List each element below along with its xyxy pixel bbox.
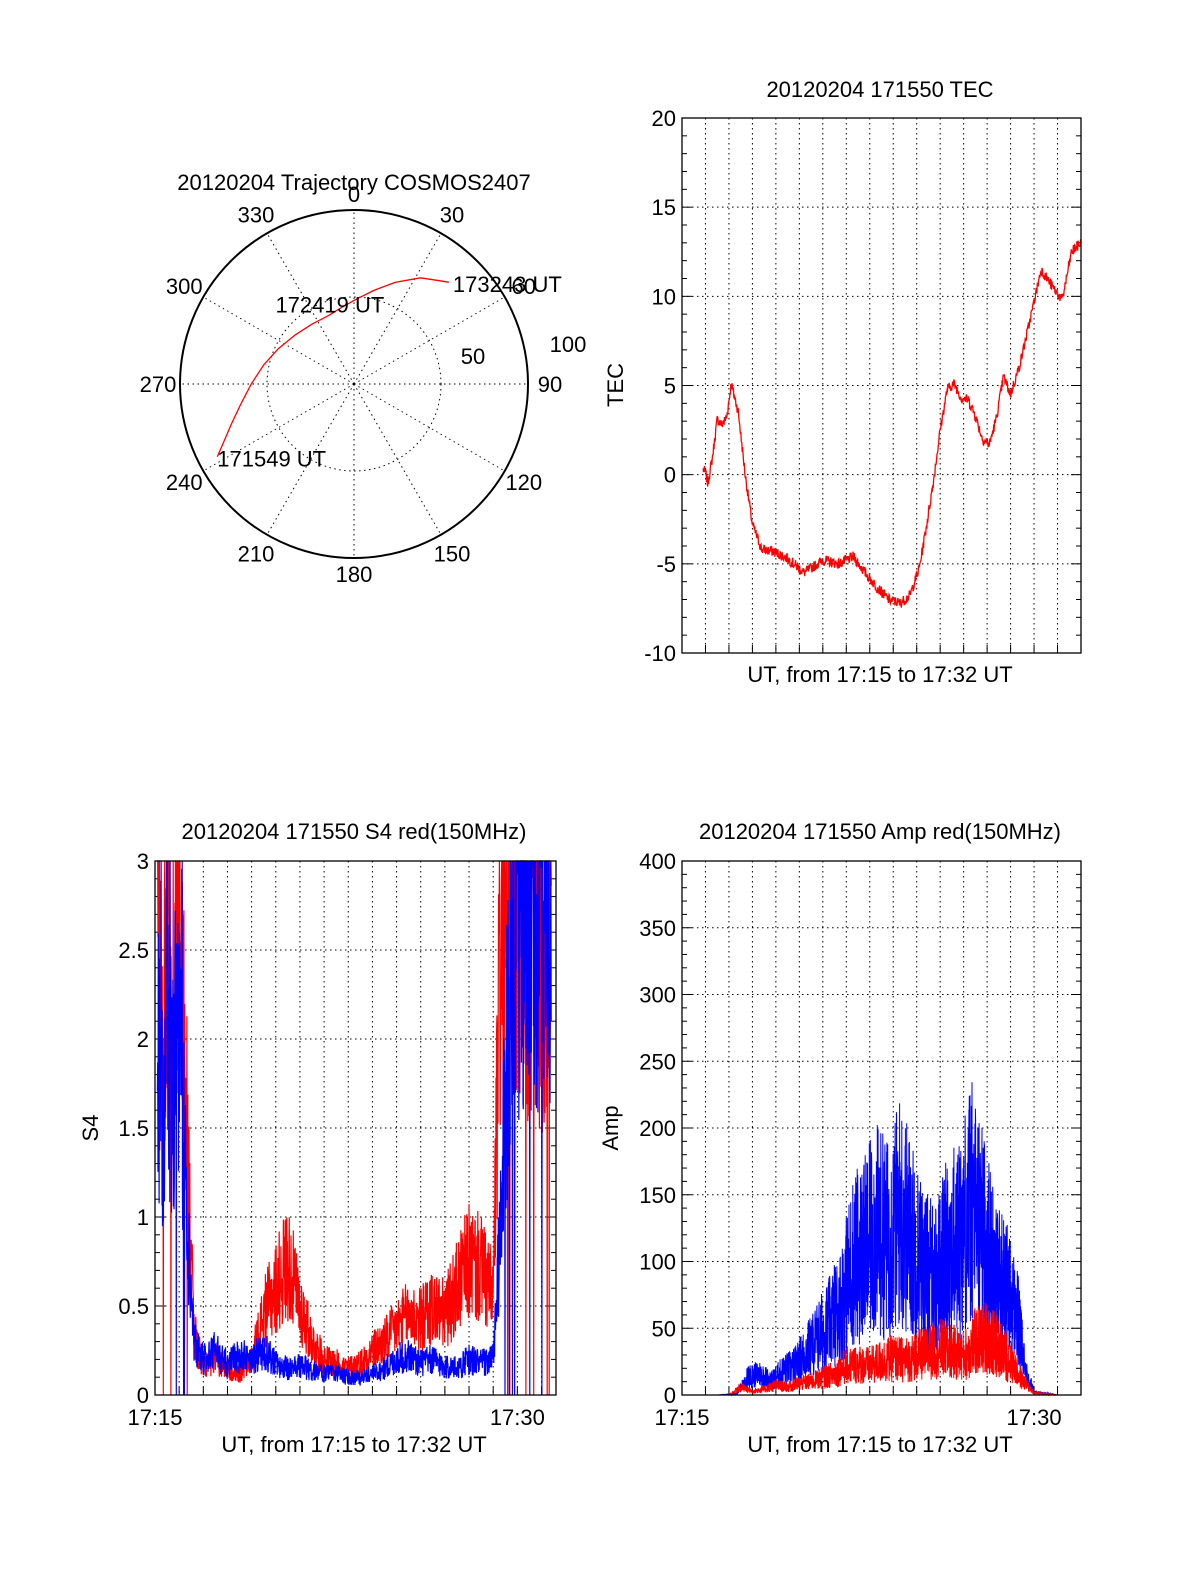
trajectory-title: 20120204 Trajectory COSMOS2407 [177, 170, 530, 195]
amp-x-label: UT, from 17:15 to 17:32 UT [747, 1432, 1012, 1457]
trajectory-annotations: 173243 UT 172419 UT 171549 UT [217, 272, 562, 472]
s4-x-tick-labels: 17:15 17:30 [127, 1405, 544, 1430]
tec-x-label: UT, from 17:15 to 17:32 UT [747, 662, 1012, 687]
polar-azimuth-label: 270 [140, 372, 177, 397]
amp-red-series [682, 1302, 1081, 1397]
polar-azimuth-label: 210 [238, 542, 275, 567]
amp-title: 20120204 171550 Amp red(150MHz) [699, 819, 1061, 844]
s4-y-tick-labels: 0 0.5 1 1.5 2 2.5 3 [118, 849, 149, 1408]
y-tick-label: 0 [664, 1383, 676, 1408]
y-tick-label: 20 [652, 106, 676, 131]
polar-spoke [203, 383, 355, 472]
y-tick-label: 150 [639, 1183, 676, 1208]
amp-x-tick-labels: 17:15 17:30 [654, 1405, 1061, 1430]
trajectory-time-label: 173243 UT [453, 272, 562, 297]
polar-azimuth-label: 150 [434, 542, 471, 567]
polar-azimuth-label: 30 [440, 202, 464, 227]
amp-frame [681, 860, 1082, 1396]
polar-azimuth-label: 90 [538, 372, 562, 397]
tec-series [702, 239, 1082, 608]
s4-frame [154, 860, 557, 1396]
trajectory-time-label: 172419 UT [275, 293, 384, 318]
y-tick-label: 2 [137, 1027, 149, 1052]
y-tick-label: 300 [639, 983, 676, 1008]
polar-azimuth-label: 300 [166, 274, 203, 299]
y-tick-label: 1.5 [118, 1116, 149, 1141]
amp-panel: 20120204 171550 Amp red(150MHz) 0 50 100 15… [598, 819, 1082, 1457]
polar-azimuth-label: 60 [511, 274, 535, 299]
tec-y-label: TEC [603, 363, 628, 407]
polar-azimuth-label: 120 [505, 470, 542, 495]
trajectory-panel: 20120204 Trajectory COSMOS2407 0 30 60 90 12… [140, 170, 587, 587]
y-tick-label: -5 [656, 552, 676, 577]
polar-spoke [353, 296, 505, 385]
polar-spoke [353, 233, 442, 385]
y-tick-label: -10 [644, 641, 676, 666]
polar-azimuth-label: 330 [238, 202, 275, 227]
x-tick-label: 17:30 [490, 1405, 545, 1430]
tec-panel: 20120204 171550 TEC -10 -5 0 5 10 15 20 TEC UT… [603, 77, 1082, 687]
polar-ring-50 [266, 296, 442, 472]
polar-azimuth-label: 240 [166, 470, 203, 495]
polar-spoke [266, 233, 355, 385]
polar-spoke [203, 296, 355, 385]
y-tick-label: 2.5 [118, 938, 149, 963]
y-tick-label: 5 [664, 374, 676, 399]
tec-grid [682, 117, 1082, 654]
y-tick-label: 200 [639, 1116, 676, 1141]
polar-radial-label: 50 [461, 344, 485, 369]
polar-labels: 0 30 60 90 120 150 180 210 240 270 300 330 50 100 [140, 182, 587, 587]
y-tick-label: 50 [652, 1316, 676, 1341]
x-tick-label: 17:30 [1007, 1405, 1062, 1430]
x-tick-label: 17:15 [127, 1405, 182, 1430]
tec-title: 20120204 171550 TEC [766, 77, 993, 102]
s4-title: 20120204 171550 S4 red(150MHz) [182, 819, 527, 844]
y-tick-label: 250 [639, 1049, 676, 1074]
y-tick-label: 100 [639, 1250, 676, 1275]
trajectory-series [216, 277, 449, 457]
y-tick-label: 3 [137, 849, 149, 874]
trajectory-time-label: 171549 UT [217, 447, 326, 472]
polar-spoke [353, 383, 505, 472]
polar-outer-circle [179, 209, 529, 559]
y-tick-label: 15 [652, 195, 676, 220]
tec-frame [681, 117, 1082, 654]
amp-blue-series [682, 1082, 1081, 1397]
x-tick-label: 17:15 [654, 1405, 709, 1430]
amp-y-tick-labels: 0 50 100 150 200 250 300 350 400 [639, 849, 676, 1408]
y-tick-label: 0.5 [118, 1294, 149, 1319]
y-tick-label: 400 [639, 849, 676, 874]
polar-spoke [353, 383, 442, 535]
polar-spoke [266, 383, 355, 535]
y-tick-label: 1 [137, 1205, 149, 1230]
s4-x-label: UT, from 17:15 to 17:32 UT [221, 1432, 486, 1457]
s4-blue-series [156, 860, 552, 1396]
y-tick-label: 10 [652, 284, 676, 309]
y-tick-label: 350 [639, 916, 676, 941]
s4-panel: 20120204 171550 S4 red(150MHz) 0 0.5 1 1.5 2… [78, 819, 557, 1457]
y-tick-label: 0 [137, 1383, 149, 1408]
polar-grid [180, 210, 528, 558]
polar-azimuth-label: 180 [336, 562, 373, 587]
polar-azimuth-label: 0 [348, 182, 360, 207]
y-tick-label: 0 [664, 463, 676, 488]
amp-y-label: Amp [598, 1105, 623, 1150]
polar-radial-label: 100 [550, 332, 587, 357]
tec-y-tick-labels: -10 -5 0 5 10 15 20 [644, 106, 676, 666]
s4-y-label: S4 [78, 1115, 103, 1142]
